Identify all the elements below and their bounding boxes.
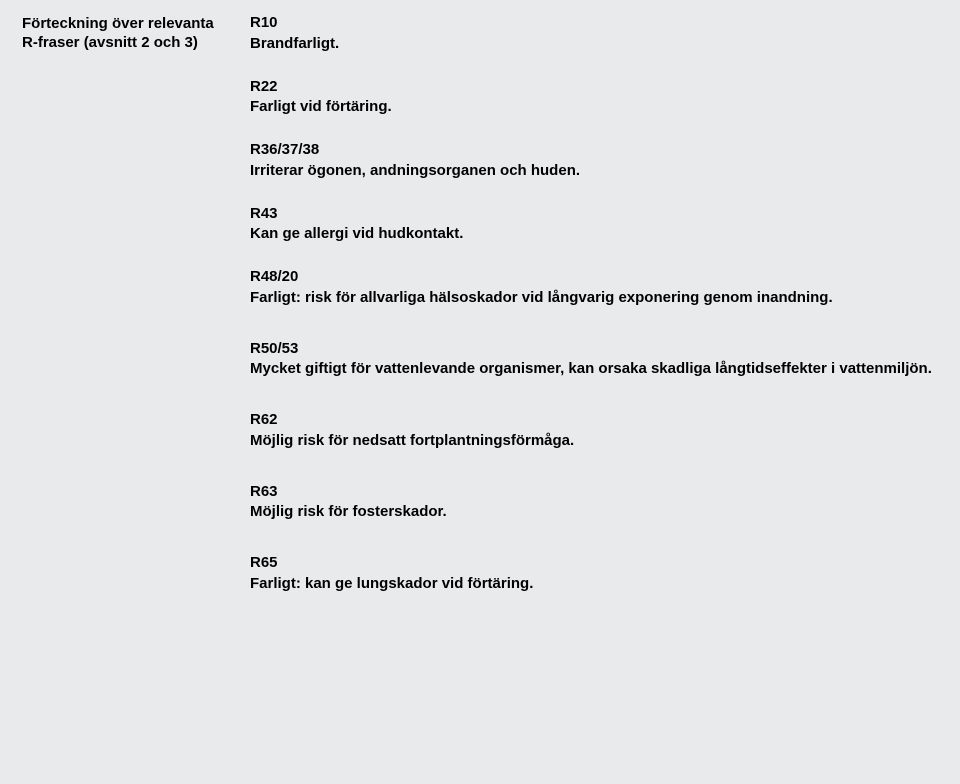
phrase-code: R65 xyxy=(250,554,932,573)
spacer xyxy=(250,117,932,141)
spacer xyxy=(250,403,932,411)
right-column: R10 Brandfarligt. R22 Farligt vid förtär… xyxy=(240,0,960,784)
phrase-block: R22 Farligt vid förtäring. xyxy=(250,78,932,118)
phrase-block: R65 Farligt: kan ge lungskador vid förtä… xyxy=(250,554,932,594)
left-heading-line-1: Förteckning över relevanta xyxy=(22,14,230,33)
phrase-code: R62 xyxy=(250,411,932,430)
phrase-text: Mycket giftigt för vattenlevande organis… xyxy=(250,360,932,379)
phrase-text: Farligt: risk för allvarliga hälsoskador… xyxy=(250,289,932,308)
spacer xyxy=(250,522,932,546)
phrase-block: R43 Kan ge allergi vid hudkontakt. xyxy=(250,205,932,245)
phrase-text: Möjlig risk för fosterskador. xyxy=(250,503,932,522)
phrase-code: R36/37/38 xyxy=(250,141,932,160)
phrase-block: R36/37/38 Irriterar ögonen, andningsorga… xyxy=(250,141,932,181)
spacer xyxy=(250,475,932,483)
phrase-text: Brandfarligt. xyxy=(250,35,932,54)
phrase-code: R63 xyxy=(250,483,932,502)
phrase-block: R10 Brandfarligt. xyxy=(250,14,932,54)
left-column: Förteckning över relevanta R-fraser (avs… xyxy=(0,0,240,784)
spacer xyxy=(250,244,932,268)
phrase-code: R50/53 xyxy=(250,340,932,359)
phrase-block: R50/53 Mycket giftigt för vattenlevande … xyxy=(250,340,932,380)
spacer xyxy=(250,546,932,554)
phrase-text: Farligt: kan ge lungskador vid förtäring… xyxy=(250,575,932,594)
spacer xyxy=(250,451,932,475)
phrase-code: R10 xyxy=(250,14,932,33)
spacer xyxy=(250,332,932,340)
phrase-text: Kan ge allergi vid hudkontakt. xyxy=(250,225,932,244)
page-root: Förteckning över relevanta R-fraser (avs… xyxy=(0,0,960,784)
left-heading-line-2: R-fraser (avsnitt 2 och 3) xyxy=(22,33,230,52)
phrase-code: R22 xyxy=(250,78,932,97)
spacer xyxy=(250,379,932,403)
phrase-text: Irriterar ögonen, andningsorganen och hu… xyxy=(250,162,932,181)
phrase-text: Farligt vid förtäring. xyxy=(250,98,932,117)
phrase-block: R63 Möjlig risk för fosterskador. xyxy=(250,483,932,523)
spacer xyxy=(250,54,932,78)
spacer xyxy=(250,181,932,205)
phrase-block: R62 Möjlig risk för nedsatt fortplantnin… xyxy=(250,411,932,451)
phrase-code: R43 xyxy=(250,205,932,224)
spacer xyxy=(250,308,932,332)
phrase-text: Möjlig risk för nedsatt fortplantningsfö… xyxy=(250,432,932,451)
phrase-block: R48/20 Farligt: risk för allvarliga häls… xyxy=(250,268,932,308)
phrase-code: R48/20 xyxy=(250,268,932,287)
